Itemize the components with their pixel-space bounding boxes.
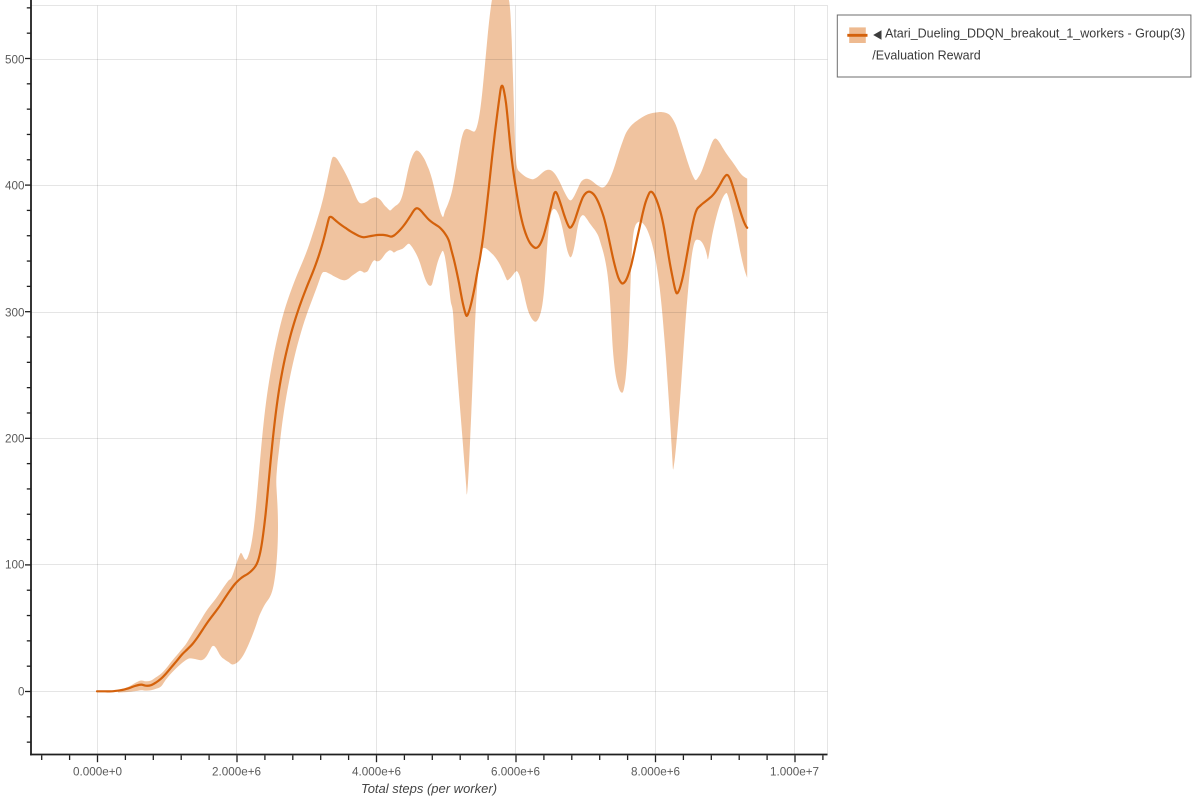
svg-text:1.000e+7: 1.000e+7 <box>770 766 819 779</box>
svg-text:0: 0 <box>18 686 25 699</box>
svg-text:6.000e+6: 6.000e+6 <box>491 766 540 779</box>
svg-text:2.000e+6: 2.000e+6 <box>212 766 261 779</box>
svg-text:0.000e+0: 0.000e+0 <box>73 766 123 779</box>
svg-text:4.000e+6: 4.000e+6 <box>352 766 401 779</box>
svg-text:Total steps (per worker): Total steps (per worker) <box>361 781 497 796</box>
svg-text:500: 500 <box>5 54 25 67</box>
svg-text:200: 200 <box>5 433 25 446</box>
svg-text:Atari_Dueling_DDQN_breakout_1_: Atari_Dueling_DDQN_breakout_1_workers - … <box>885 26 1185 40</box>
svg-text:400: 400 <box>5 180 25 193</box>
svg-text:300: 300 <box>5 307 25 320</box>
svg-text:100: 100 <box>5 559 25 572</box>
svg-text:8.000e+6: 8.000e+6 <box>631 766 680 779</box>
svg-text:/Evaluation Reward: /Evaluation Reward <box>872 49 980 63</box>
